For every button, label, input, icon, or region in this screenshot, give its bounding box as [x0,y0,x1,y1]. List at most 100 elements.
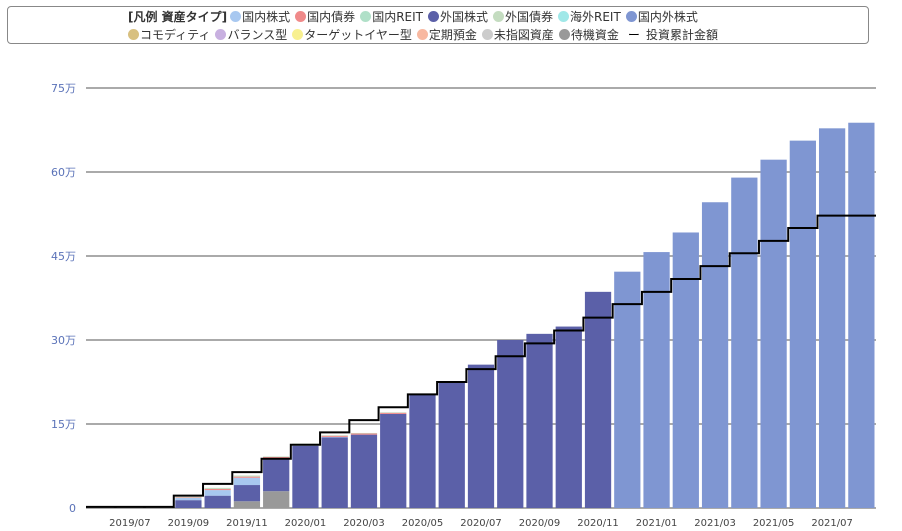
legend-item: 外国株式 [427,8,488,25]
legend-swatch-icon [481,29,493,40]
legend-row-2: コモディティ バランス型 ターゲットイヤー型 定期預金 未指図資産 待機資金ー投資累計金額 [128,26,723,43]
bar-segment [438,382,465,508]
legend-item: 定期預金 [416,26,477,43]
legend-label: コモディティ [140,28,211,42]
bar-segment [204,495,231,508]
bar-segment [701,202,729,509]
legend-swatch-icon [360,11,372,22]
legend-label: 海外REIT [570,10,621,24]
legend-swatch-icon [295,11,307,22]
legend-item: 海外REIT [558,8,621,25]
bar-segment [233,501,261,508]
legend-label: 投資累計金額 [645,28,718,42]
bar-segment [233,475,261,477]
x-tick-label: 2019/11 [226,518,268,529]
bar-segment [204,487,231,489]
bar-segment [263,456,290,458]
legend-item: コモディティ [128,26,210,43]
bar-segment [731,177,758,508]
legend-item: 未指図資産 [481,26,554,43]
legend-swatch-icon [215,29,227,40]
bar-segment [760,159,787,508]
bar-segment [409,394,436,508]
bar-segment [233,485,261,502]
bar-segment [380,413,407,508]
bar-segment [321,436,348,438]
x-tick-label: 2021/05 [753,518,795,529]
legend-label: 国内REIT [372,10,423,24]
legend-label: 国内外株式 [637,10,698,24]
y-tick-label: 30万 [51,334,76,347]
bar-segment [204,488,231,491]
legend-swatch-icon [493,11,504,22]
x-tick-label: 2021/03 [694,518,736,529]
legend-item: 国内債券 [295,8,355,25]
bar-segment [848,122,875,508]
y-tick-label: 0 [69,502,76,515]
bar-segment [350,433,378,435]
bar-segment [175,497,202,498]
legend-swatch-icon [230,11,242,22]
legend-item: 外国債券 [493,8,553,25]
bar-segment [584,291,612,508]
legend-swatch-icon [416,29,428,40]
legend-label: 国内株式 [242,10,291,24]
bar-segment [789,140,816,508]
bar-segment [467,364,495,508]
legend-row-1: [凡例 資産タイプ] 国内株式 国内債券 国内REIT 外国株式 外国債券 海外REIT 国… [128,8,703,25]
bar-segment [233,477,261,486]
legend-swatch-icon [625,11,637,22]
x-tick-label: 2021/07 [811,518,853,529]
legend-item: 国内株式 [230,8,290,25]
legend-label: 待機資金 [570,28,619,42]
legend-title: [凡例 資産タイプ] [128,10,228,24]
bar-segment [204,490,231,496]
legend-swatch-icon [558,29,570,40]
legend-label: 国内債券 [307,10,356,24]
y-tick-label: 15万 [51,418,76,431]
legend-line-icon: ー [627,28,640,42]
x-tick-label: 2021/01 [636,518,678,529]
legend-item: 待機資金 [558,26,619,43]
bar-segment [350,434,378,508]
bar-segment [555,326,582,508]
legend-swatch-icon [558,11,570,22]
x-tick-label: 2020/09 [519,518,561,529]
bar-segment [380,412,407,414]
legend: [凡例 資産タイプ] 国内株式 国内債券 国内REIT 外国株式 外国債券 海外REIT 国… [7,6,869,44]
bar-segment [233,476,261,478]
bar-segment [263,457,290,459]
bar-segment [672,232,699,509]
y-tick-label: 45万 [51,250,76,263]
bar-segment [321,435,348,436]
bar-segment [643,252,670,508]
bar-segment [350,432,378,434]
legend-item: ターゲットイヤー型 [292,26,412,43]
legend-swatch-icon [427,11,439,22]
bar-segment [175,497,202,501]
legend-item-line: ー投資累計金額 [624,26,718,43]
legend-label: 定期預金 [428,28,477,42]
bar-segment [175,496,202,498]
legend-swatch-icon [292,29,304,40]
legend-item: 国内REIT [360,8,423,25]
x-tick-label: 2020/01 [285,518,327,529]
x-tick-label: 2020/11 [577,518,619,529]
legend-item: 国内外株式 [625,8,698,25]
x-tick-label: 2020/07 [460,518,502,529]
x-tick-label: 2019/09 [168,518,210,529]
bar-segment [263,491,290,508]
bar-segment [497,340,524,508]
cumulative-investment-line [86,214,876,508]
y-tick-label: 60万 [51,166,76,179]
bar-segment [321,435,348,437]
legend-label: 外国債券 [505,10,554,24]
bar-segment [380,412,407,413]
legend-label: ターゲットイヤー型 [304,28,412,42]
bar-segment [614,271,641,508]
y-tick-label: 75万 [51,82,76,95]
x-tick-label: 2019/07 [109,518,151,529]
legend-swatch-icon [128,29,139,40]
bar-segment [321,437,348,508]
